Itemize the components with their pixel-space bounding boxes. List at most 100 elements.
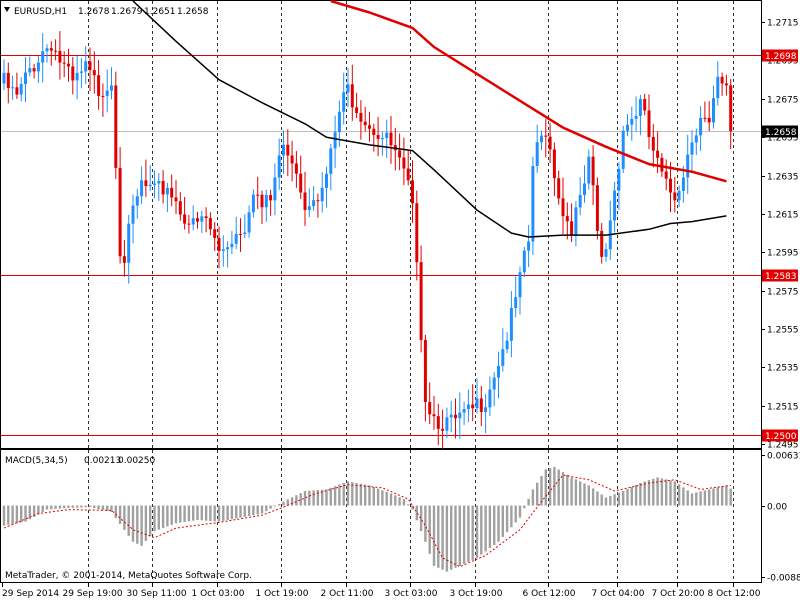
candle <box>557 170 561 205</box>
macd-title: MACD(5,34,5) <box>5 456 68 466</box>
macd-bar <box>510 505 513 528</box>
macd-bar <box>643 481 646 506</box>
macd-bar <box>58 505 62 509</box>
macd-bar <box>407 504 410 506</box>
candle <box>88 47 92 92</box>
macd-bar <box>518 505 522 518</box>
macd-bar <box>196 505 199 521</box>
candle <box>454 398 457 439</box>
chevron-down-icon[interactable] <box>4 7 10 12</box>
macd-bar <box>389 493 393 506</box>
macd-bar <box>342 483 345 506</box>
candle <box>15 72 19 99</box>
candle <box>28 56 32 77</box>
candle <box>200 210 204 234</box>
macd-bar <box>28 505 31 520</box>
price-tags: 1.2698 1.2583 1.2500 1.2658 <box>762 49 798 442</box>
macd-bar <box>411 505 414 510</box>
macd-bar <box>544 469 547 506</box>
macd-bar <box>75 505 79 508</box>
macd-bar <box>101 505 105 511</box>
macd-bar <box>441 505 444 570</box>
candle <box>49 41 53 66</box>
candle <box>316 193 320 218</box>
candle <box>565 202 569 240</box>
macd-bar <box>557 469 560 506</box>
macd-bar <box>32 505 36 517</box>
candle <box>234 216 238 250</box>
candle <box>423 334 427 422</box>
macd-bar <box>467 505 470 562</box>
macd-bar <box>712 488 715 506</box>
macd-bar <box>587 485 590 506</box>
main-price-panel[interactable] <box>0 0 762 451</box>
candle <box>127 214 131 284</box>
candle <box>213 222 217 251</box>
macd-bar <box>445 505 449 572</box>
price-tick-label: 1.2595 <box>767 249 799 259</box>
macd-bar <box>187 505 191 522</box>
candle <box>595 177 599 240</box>
price-tag-label: 1.2583 <box>765 272 797 282</box>
macd-panel[interactable]: MACD(5,34,5) 0.00213 0.00250 MetaTrader,… <box>0 449 762 583</box>
macd-bar <box>247 505 251 516</box>
candle <box>165 182 169 213</box>
candle <box>79 58 83 89</box>
macd-bar <box>497 505 500 542</box>
time-tick-label: 8 Oct 12:00 <box>708 589 761 599</box>
macd-bar <box>256 505 259 515</box>
copyright-text: MetaTrader, © 2001-2014, MetaQuotes Soft… <box>5 571 252 581</box>
macd-bar <box>660 478 664 506</box>
macd-bar <box>720 486 724 506</box>
candle <box>544 119 548 158</box>
macd-bar <box>630 487 633 506</box>
symbol-label: EURUSD,H1 <box>14 7 67 17</box>
macd-bar <box>669 480 672 506</box>
candle <box>325 166 328 208</box>
candle <box>445 407 449 439</box>
macd-bar <box>118 505 122 524</box>
macd-bar <box>677 484 681 506</box>
candle <box>92 51 96 94</box>
macd-bar <box>419 505 423 532</box>
price-tag-label: 1.2500 <box>765 432 797 442</box>
macd-bar <box>600 494 603 506</box>
candle <box>729 79 733 150</box>
macd-bar <box>321 489 324 506</box>
candle <box>466 389 470 423</box>
macd-bar <box>355 483 358 506</box>
macd-bar <box>230 505 234 520</box>
macd-bar <box>579 481 582 506</box>
macd-bar <box>144 505 148 541</box>
candle <box>226 241 230 268</box>
macd-bar <box>548 468 552 506</box>
macd-bar <box>647 480 651 506</box>
candle <box>110 67 113 100</box>
macd-bar <box>634 485 638 506</box>
price-tag-label: 1.2658 <box>765 128 797 138</box>
macd-bar <box>183 505 186 522</box>
candle <box>724 74 728 96</box>
candle <box>75 55 79 100</box>
macd-bar <box>523 505 526 509</box>
macd-signal-line <box>3 474 731 568</box>
candle <box>299 155 303 199</box>
candle <box>617 162 621 211</box>
price-tag <box>762 429 798 442</box>
candle <box>497 351 500 399</box>
candle <box>372 123 376 152</box>
macd-bar <box>493 505 496 545</box>
main-grid <box>88 1 734 448</box>
candle <box>368 111 371 142</box>
macd-bar <box>273 505 277 507</box>
macd-bar <box>24 505 27 522</box>
candle <box>363 106 367 132</box>
macd-bar <box>381 490 384 506</box>
macd-bar <box>652 478 655 506</box>
macd-tick-label: 0.00 <box>767 503 787 513</box>
candle <box>217 226 221 269</box>
candle <box>355 92 359 118</box>
candle <box>36 55 40 83</box>
candle <box>548 123 552 164</box>
